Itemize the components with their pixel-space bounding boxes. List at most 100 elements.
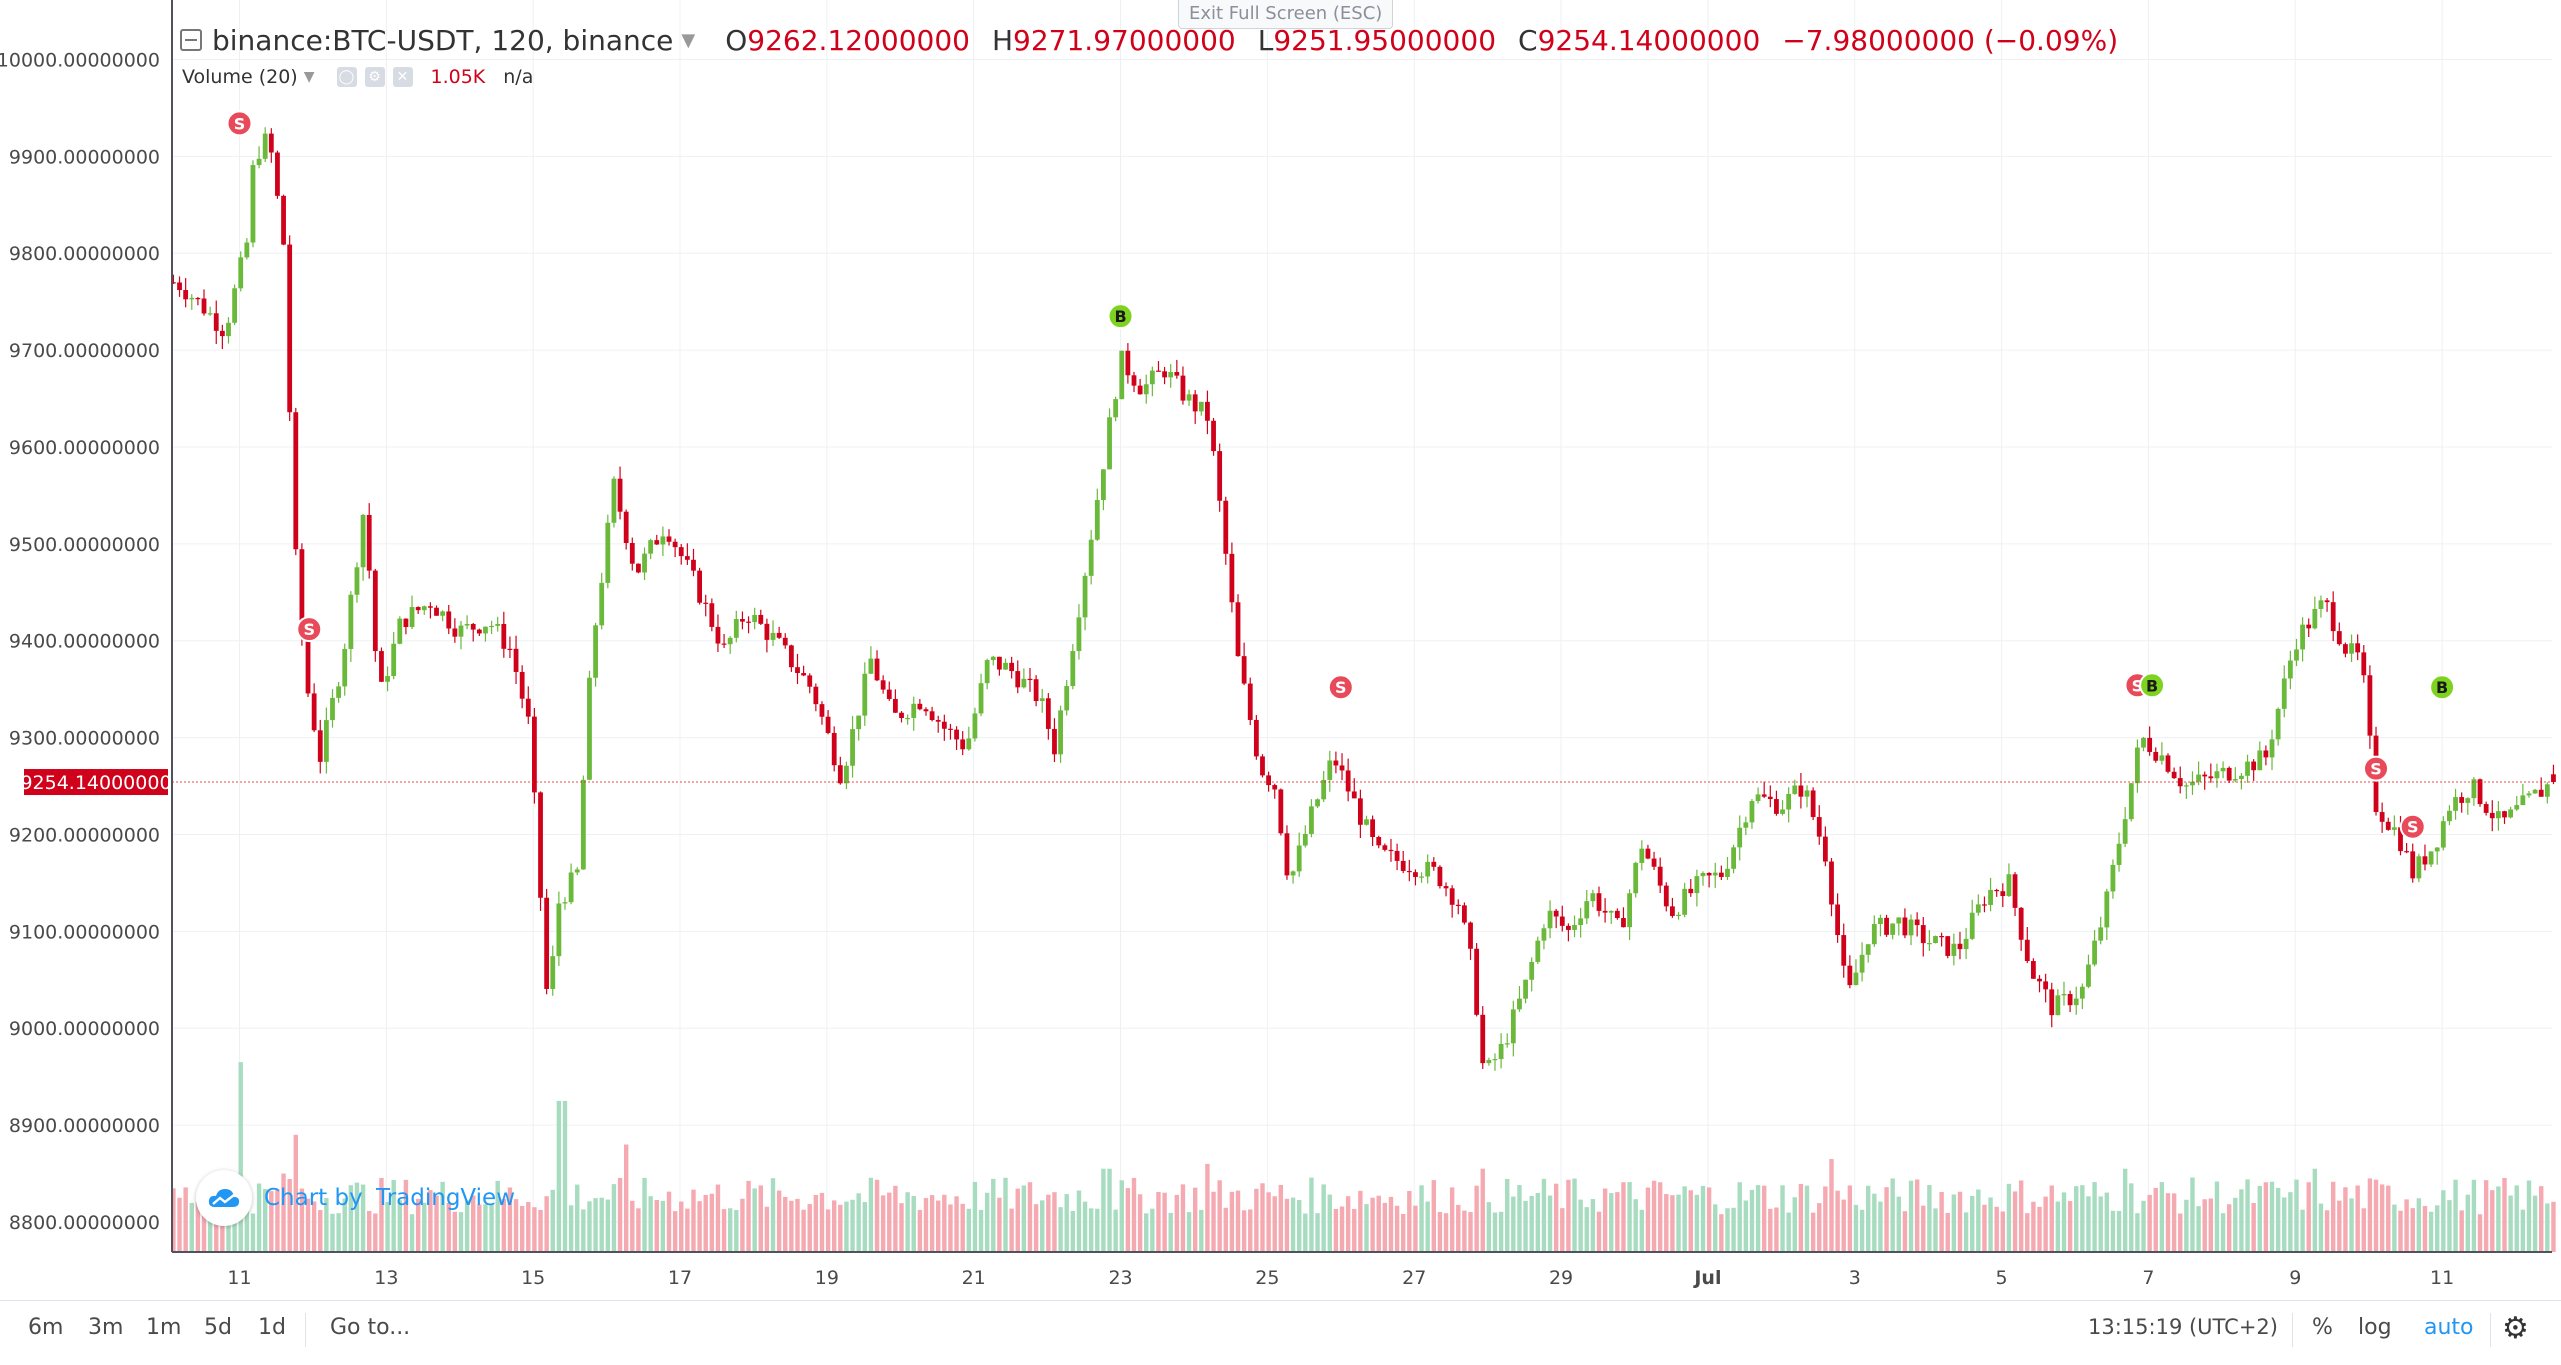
- open-value: 9262.12000000: [747, 23, 970, 57]
- candle-body: [446, 611, 452, 629]
- candle: [1431, 857, 1437, 871]
- volume-legend[interactable]: Volume (20) ▼ ◯ ⚙ ✕ 1.05K n/a: [182, 66, 533, 88]
- candle-body: [813, 686, 819, 705]
- timeframe-1m[interactable]: 1m: [146, 1315, 182, 1340]
- candle: [1767, 785, 1773, 808]
- candle-body: [758, 614, 764, 624]
- candle-body: [1859, 954, 1865, 973]
- candle: [1902, 908, 1908, 939]
- price-tick-label: 9700.00000000: [9, 340, 160, 362]
- volume-bar: [1235, 1190, 1241, 1252]
- candle-body: [2367, 675, 2373, 736]
- auto-toggle[interactable]: auto: [2424, 1315, 2474, 1340]
- candle-body: [1076, 617, 1082, 652]
- candle-body: [2275, 708, 2281, 740]
- time-tick-label: 7: [2142, 1267, 2154, 1289]
- close-icon[interactable]: ✕: [392, 67, 413, 87]
- volume-bar: [2337, 1200, 2342, 1252]
- volume-bar: [936, 1200, 941, 1252]
- candle: [2422, 844, 2428, 871]
- candle: [1315, 798, 1320, 809]
- gear-icon[interactable]: ⚙: [2502, 1311, 2529, 1346]
- candle-body: [2440, 821, 2446, 848]
- volume-bar: [1982, 1204, 1987, 1252]
- volume-bar: [471, 1195, 476, 1252]
- volume-bar: [2269, 1181, 2275, 1252]
- volume-bar: [2459, 1210, 2464, 1252]
- candle: [1639, 840, 1645, 871]
- candle: [2018, 907, 2024, 951]
- price-tag-text: 9254.14000000: [20, 772, 171, 794]
- candle: [2477, 778, 2483, 807]
- volume-label[interactable]: Volume (20): [182, 66, 298, 88]
- timeframe-6m[interactable]: 6m: [28, 1315, 64, 1340]
- volume-bar: [2441, 1190, 2446, 1252]
- candle: [2508, 806, 2514, 819]
- candle: [2483, 801, 2489, 816]
- candle-body: [1333, 760, 1339, 766]
- volume-bar: [2496, 1186, 2501, 1252]
- candle: [2361, 645, 2367, 683]
- timeframe-5d[interactable]: 5d: [204, 1315, 232, 1340]
- candle: [1523, 979, 1528, 1004]
- candle: [2245, 754, 2250, 783]
- candle-body: [1162, 371, 1167, 378]
- volume-bar: [617, 1177, 623, 1252]
- candle-body: [1982, 904, 1987, 906]
- candle-body: [2361, 652, 2367, 676]
- candle-body: [776, 632, 782, 638]
- volume-bar: [1095, 1208, 1100, 1252]
- candle-body: [1700, 872, 1706, 877]
- collapse-icon[interactable]: [180, 29, 202, 51]
- candle: [421, 605, 427, 615]
- caret-down-icon[interactable]: ▼: [681, 29, 696, 51]
- candle-body: [1541, 928, 1547, 941]
- candle: [446, 604, 452, 635]
- go-to-button[interactable]: Go to...: [330, 1315, 411, 1340]
- timeframe-1d[interactable]: 1d: [258, 1315, 286, 1340]
- volume-bar: [428, 1190, 433, 1252]
- log-toggle[interactable]: log: [2358, 1315, 2392, 1340]
- symbol-title[interactable]: binance:BTC-USDT, 120, binance: [212, 23, 674, 57]
- candle-body: [2012, 874, 2018, 908]
- candle-body: [2306, 624, 2312, 629]
- candle: [1198, 401, 1204, 416]
- candle: [1780, 800, 1785, 816]
- volume-bar: [1339, 1206, 1345, 1252]
- candle-body: [2159, 755, 2165, 761]
- volume-bar: [1468, 1212, 1473, 1252]
- candle: [397, 616, 403, 645]
- candle: [813, 683, 819, 712]
- gear-icon[interactable]: ⚙: [364, 67, 385, 87]
- candle: [1566, 923, 1571, 942]
- series-legend[interactable]: binance:BTC-USDT, 120, binance ▼ O 9262.…: [180, 20, 2118, 60]
- percent-toggle[interactable]: %: [2312, 1315, 2333, 1340]
- candle: [1700, 871, 1706, 886]
- candle: [1070, 644, 1076, 690]
- candle: [703, 594, 709, 617]
- candle: [2410, 843, 2416, 883]
- candle-body: [201, 298, 207, 314]
- candle: [544, 888, 550, 995]
- candle-body: [1706, 872, 1712, 876]
- candle: [1706, 872, 1712, 888]
- candle-body: [1621, 918, 1626, 928]
- divider: [2292, 1313, 2293, 1347]
- candle-body: [1945, 936, 1951, 956]
- watermark-brand[interactable]: TradingView: [376, 1185, 516, 1211]
- candle: [2343, 642, 2348, 658]
- candle: [2355, 634, 2361, 661]
- volume-bar: [1358, 1190, 1363, 1252]
- tradingview-watermark[interactable]: Chart by TradingView: [196, 1170, 515, 1226]
- candle: [2012, 872, 2018, 916]
- candle: [966, 726, 972, 751]
- volume-bar: [201, 1203, 207, 1252]
- candle-body: [354, 567, 360, 595]
- eye-icon[interactable]: ◯: [336, 67, 357, 87]
- volume-bar: [562, 1100, 568, 1252]
- timeframe-3m[interactable]: 3m: [88, 1315, 124, 1340]
- caret-down-icon[interactable]: ▼: [303, 69, 315, 85]
- volume-bar: [1131, 1177, 1137, 1252]
